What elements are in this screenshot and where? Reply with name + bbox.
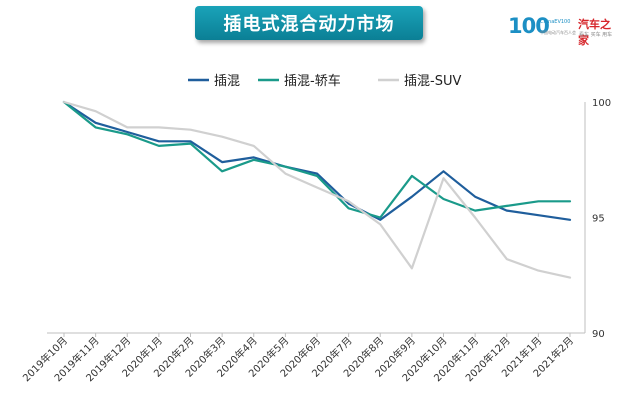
brand-logos: 100 ChinaEV100 中国电动汽车百人会 汽车之家 看车 买车 用车 — [508, 10, 618, 47]
series-line — [62, 100, 572, 219]
plot-area — [62, 100, 572, 279]
legend-label: 插混-SUV — [404, 74, 461, 89]
y-tick-label: 90 — [592, 329, 605, 340]
y-axis: 90 95 100 — [584, 98, 611, 340]
series-line — [62, 100, 572, 221]
chart-legend: 插混 插混-轿车 插混-SUV — [188, 73, 461, 89]
autohome-logo-subtext: 看车 买车 用车 — [579, 32, 613, 38]
x-axis: 2019年10月2019年11月2019年12月2020年1月2020年2月20… — [20, 332, 585, 384]
autohome-logo-text: 汽车之家 — [578, 18, 611, 47]
y-tick-label: 95 — [592, 214, 605, 225]
chart-title: 插电式混合动力市场 — [223, 14, 395, 35]
series-line — [62, 100, 572, 279]
legend-label: 插混-轿车 — [284, 73, 341, 89]
legend-label: 插混 — [214, 74, 240, 89]
y-tick-label: 100 — [592, 98, 611, 109]
ev100-logo-subtext: 中国电动汽车百人会 — [540, 30, 576, 35]
ev100-logo-text: ChinaEV100 — [540, 19, 571, 25]
chart-title-banner: 插电式混合动力市场 — [195, 6, 423, 40]
ev100-logo-mark: 100 — [508, 14, 550, 38]
